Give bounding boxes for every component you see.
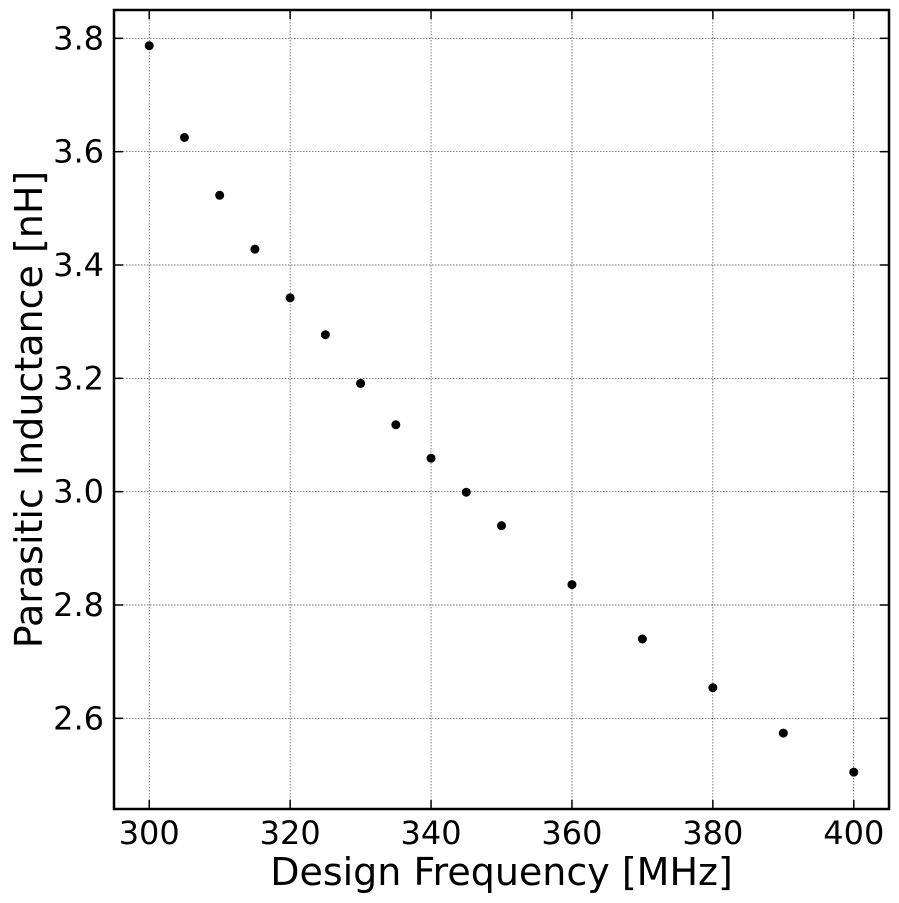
y-tick-label: 3.6 xyxy=(53,133,104,171)
data-point xyxy=(250,244,260,254)
y-tick-label: 3.0 xyxy=(53,473,104,511)
x-tick-label: 320 xyxy=(260,814,321,852)
x-tick-label: 340 xyxy=(401,814,462,852)
y-tick-label: 2.6 xyxy=(53,699,104,737)
x-tick-label: 400 xyxy=(823,814,884,852)
y-tick-labels: 2.6 2.8 3.0 3.2 3.4 3.6 3.8 xyxy=(53,19,104,737)
x-tick-label: 300 xyxy=(119,814,180,852)
data-point xyxy=(144,41,154,51)
data-point xyxy=(849,767,859,777)
data-point xyxy=(320,330,330,340)
plot-area-frame xyxy=(112,8,891,811)
y-tick-label: 3.4 xyxy=(53,246,104,284)
data-point xyxy=(708,683,718,693)
data-point xyxy=(356,378,366,388)
data-point xyxy=(391,420,401,430)
y-tick-label: 3.8 xyxy=(53,19,104,57)
data-points xyxy=(144,41,859,777)
x-tick-label: 360 xyxy=(541,814,602,852)
data-point xyxy=(567,580,577,590)
data-point xyxy=(426,453,436,463)
data-point xyxy=(285,293,295,303)
data-point xyxy=(461,487,471,497)
y-tick-label: 3.2 xyxy=(53,359,104,397)
x-axis-label: Design Frequency [MHz] xyxy=(270,850,733,894)
data-point xyxy=(497,521,506,531)
data-point xyxy=(215,190,225,200)
x-tick-label: 380 xyxy=(682,814,743,852)
y-axis-label: Parasitic Inductance [nH] xyxy=(7,171,51,649)
x-tick-labels: 300 320 340 360 380 400 xyxy=(119,814,885,852)
data-point xyxy=(778,728,788,738)
grid-lines xyxy=(114,10,889,809)
data-point xyxy=(637,634,647,644)
data-point xyxy=(179,133,189,142)
tick-marks xyxy=(114,10,889,809)
y-tick-label: 2.8 xyxy=(53,586,104,624)
